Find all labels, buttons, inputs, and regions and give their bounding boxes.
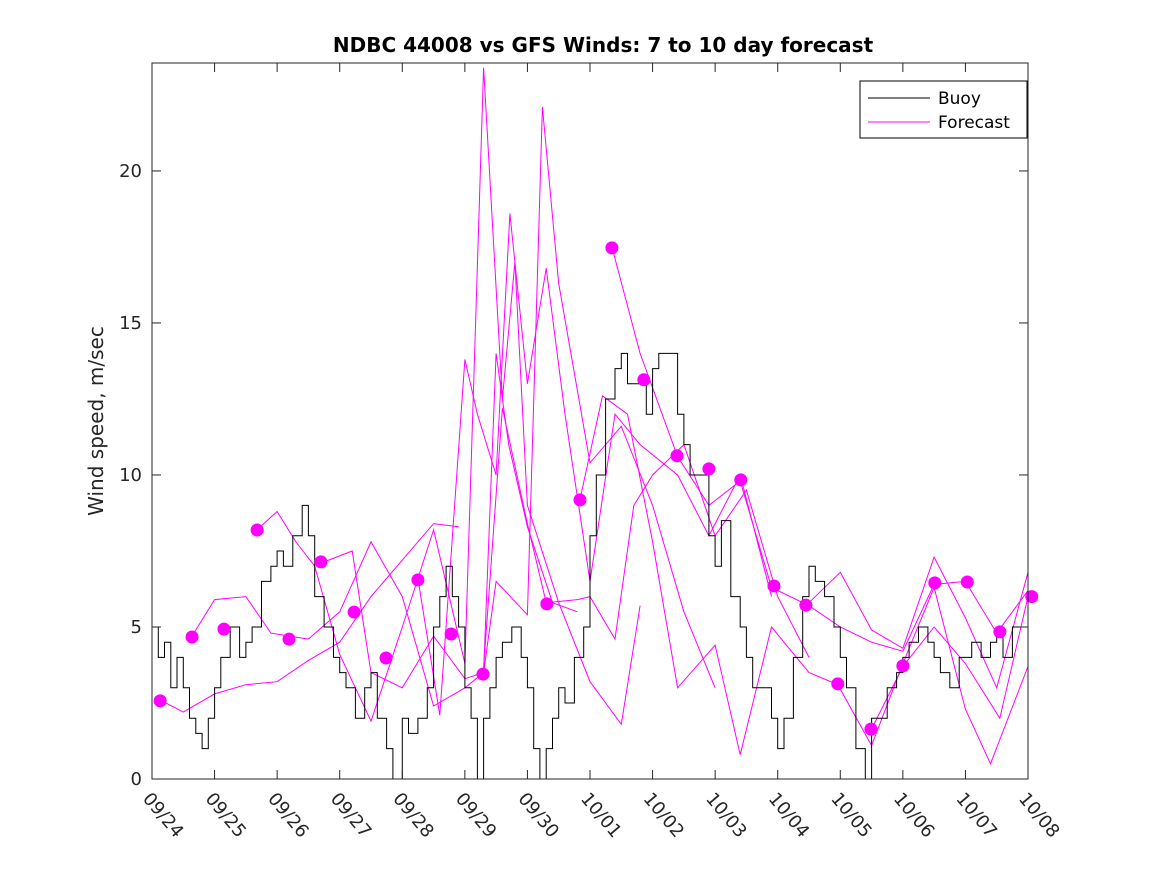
y-tick-label: 10 bbox=[119, 465, 142, 486]
forecast-start-point bbox=[864, 722, 878, 736]
forecast-start-point bbox=[767, 579, 781, 593]
y-tick-label: 15 bbox=[119, 313, 142, 334]
forecast-start-point bbox=[411, 573, 425, 587]
forecast-line bbox=[805, 555, 1028, 690]
chart-title: NDBC 44008 vs GFS Winds: 7 to 10 day for… bbox=[333, 33, 874, 57]
forecast-start-point bbox=[670, 449, 684, 463]
forecast-start-point bbox=[799, 598, 813, 612]
forecast-start-point bbox=[896, 659, 910, 673]
forecast-start-point bbox=[217, 622, 231, 636]
forecast-line bbox=[482, 407, 810, 676]
y-axis-label: Wind speed, m/sec bbox=[84, 326, 108, 516]
forecast-start-point bbox=[314, 555, 328, 569]
forecast-line bbox=[191, 353, 578, 707]
forecast-line bbox=[579, 395, 1028, 766]
forecast-start-point bbox=[476, 667, 490, 681]
forecast-start-point bbox=[540, 597, 554, 611]
legend-label-buoy: Buoy bbox=[938, 89, 981, 109]
legend-box bbox=[859, 80, 1028, 139]
forecast-start-point bbox=[379, 651, 393, 665]
forecast-start-point bbox=[444, 627, 458, 641]
forecast-start-point bbox=[573, 493, 587, 507]
forecast-start-point bbox=[637, 373, 651, 387]
forecast-start-point bbox=[185, 630, 199, 644]
forecast-start-point bbox=[993, 625, 1007, 639]
forecast-start-point bbox=[702, 462, 716, 476]
legend-label-forecast: Forecast bbox=[938, 113, 1010, 133]
y-tick-label: 20 bbox=[119, 161, 142, 182]
forecast-start-point bbox=[282, 632, 296, 646]
forecast-start-point bbox=[347, 605, 361, 619]
forecast-line bbox=[611, 246, 1028, 652]
forecast-start-point bbox=[928, 576, 942, 590]
y-tick-label: 0 bbox=[131, 769, 142, 790]
forecast-line bbox=[870, 596, 1028, 731]
forecast-start-point bbox=[153, 694, 167, 708]
legend: Buoy Forecast bbox=[859, 80, 1028, 139]
forecast-line bbox=[320, 107, 716, 689]
forecast-start-point bbox=[250, 523, 264, 537]
forecast-line bbox=[417, 213, 772, 716]
forecast-start-point bbox=[605, 241, 619, 255]
forecast-start-point bbox=[734, 473, 748, 487]
forecast-line bbox=[159, 523, 459, 713]
y-tick-label: 5 bbox=[131, 617, 142, 638]
forecast-start-point bbox=[1025, 590, 1039, 604]
forecast-start-point bbox=[960, 575, 974, 589]
forecast-start-point bbox=[831, 677, 845, 691]
